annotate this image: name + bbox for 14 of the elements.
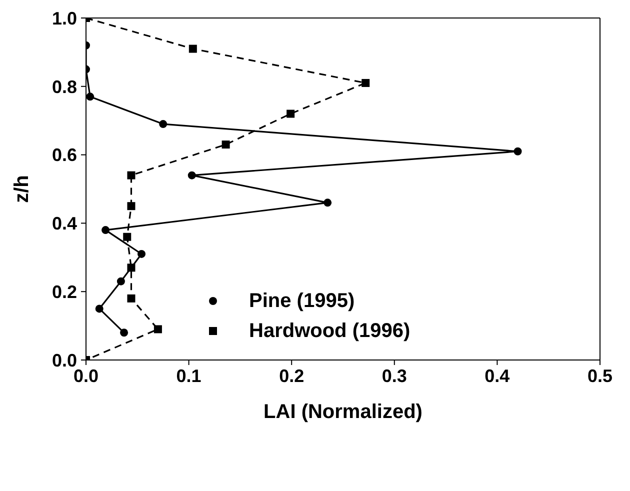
legend-label: Pine (1995) <box>249 290 355 312</box>
x-tick-label: 0.1 <box>176 366 202 386</box>
x-axis-title: LAI (Normalized) <box>264 401 422 423</box>
y-axis-title: z/h <box>11 175 33 203</box>
y-tick-label: 1.0 <box>52 8 77 28</box>
x-tick-label: 0.4 <box>484 366 510 386</box>
y-tick-label: 0.2 <box>52 282 77 302</box>
y-tick-label: 0.8 <box>52 76 77 97</box>
y-tick-label: 0.4 <box>52 214 77 234</box>
x-tick-label: 0.3 <box>382 366 407 386</box>
x-tick-label: 0.5 <box>587 366 613 386</box>
x-tick-label: 0.2 <box>279 366 304 386</box>
y-tick-label: 0.6 <box>52 145 77 166</box>
legend-label: Hardwood (1996) <box>249 320 410 342</box>
